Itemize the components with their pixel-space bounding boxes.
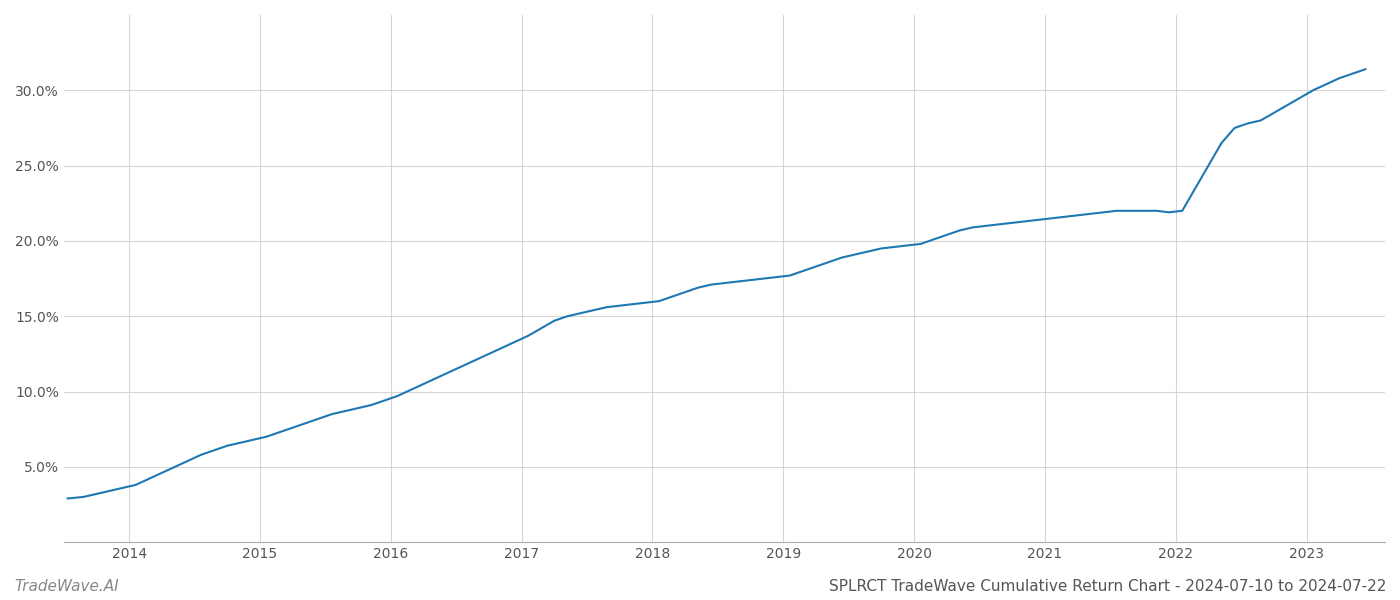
Text: TradeWave.AI: TradeWave.AI	[14, 579, 119, 594]
Text: SPLRCT TradeWave Cumulative Return Chart - 2024-07-10 to 2024-07-22: SPLRCT TradeWave Cumulative Return Chart…	[829, 579, 1386, 594]
